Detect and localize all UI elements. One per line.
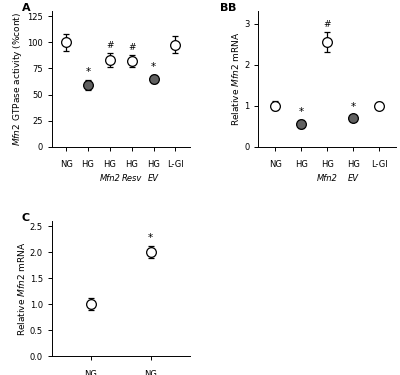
Text: #: # — [106, 41, 114, 50]
Text: EV: EV — [348, 174, 359, 183]
Text: #: # — [128, 43, 136, 52]
Text: HG: HG — [82, 160, 94, 169]
Text: HG: HG — [104, 160, 116, 169]
Text: NG: NG — [144, 370, 157, 375]
Text: HG: HG — [125, 160, 138, 169]
Text: NG: NG — [60, 160, 73, 169]
Text: B: B — [220, 3, 228, 13]
Text: *: * — [151, 62, 156, 72]
Text: *: * — [148, 233, 153, 243]
Text: A: A — [22, 3, 30, 13]
Text: C: C — [22, 213, 30, 223]
Text: B: B — [228, 3, 236, 13]
Text: Mfn2: Mfn2 — [100, 174, 120, 183]
Y-axis label: $\it{Mfn2}$ GTPase activity (%cont): $\it{Mfn2}$ GTPase activity (%cont) — [12, 12, 24, 146]
Text: L-Gl: L-Gl — [371, 160, 388, 169]
Text: Mfn2: Mfn2 — [317, 174, 338, 183]
Text: NG: NG — [84, 370, 97, 375]
Y-axis label: Relative $\it{Mfn2}$ mRNA: Relative $\it{Mfn2}$ mRNA — [16, 241, 27, 336]
Text: Resv: Resv — [122, 174, 142, 183]
Y-axis label: Relative $\it{Mfn2}$ mRNA: Relative $\it{Mfn2}$ mRNA — [230, 32, 241, 126]
Text: EV: EV — [148, 174, 159, 183]
Text: *: * — [299, 107, 304, 117]
Text: HG: HG — [147, 160, 160, 169]
Text: HG: HG — [295, 160, 308, 169]
Text: HG: HG — [321, 160, 334, 169]
Text: HG: HG — [347, 160, 360, 169]
Text: *: * — [350, 102, 356, 112]
Text: NG: NG — [269, 160, 282, 169]
Text: #: # — [324, 20, 331, 29]
Text: L-Gl: L-Gl — [167, 160, 184, 169]
Text: *: * — [86, 67, 91, 77]
